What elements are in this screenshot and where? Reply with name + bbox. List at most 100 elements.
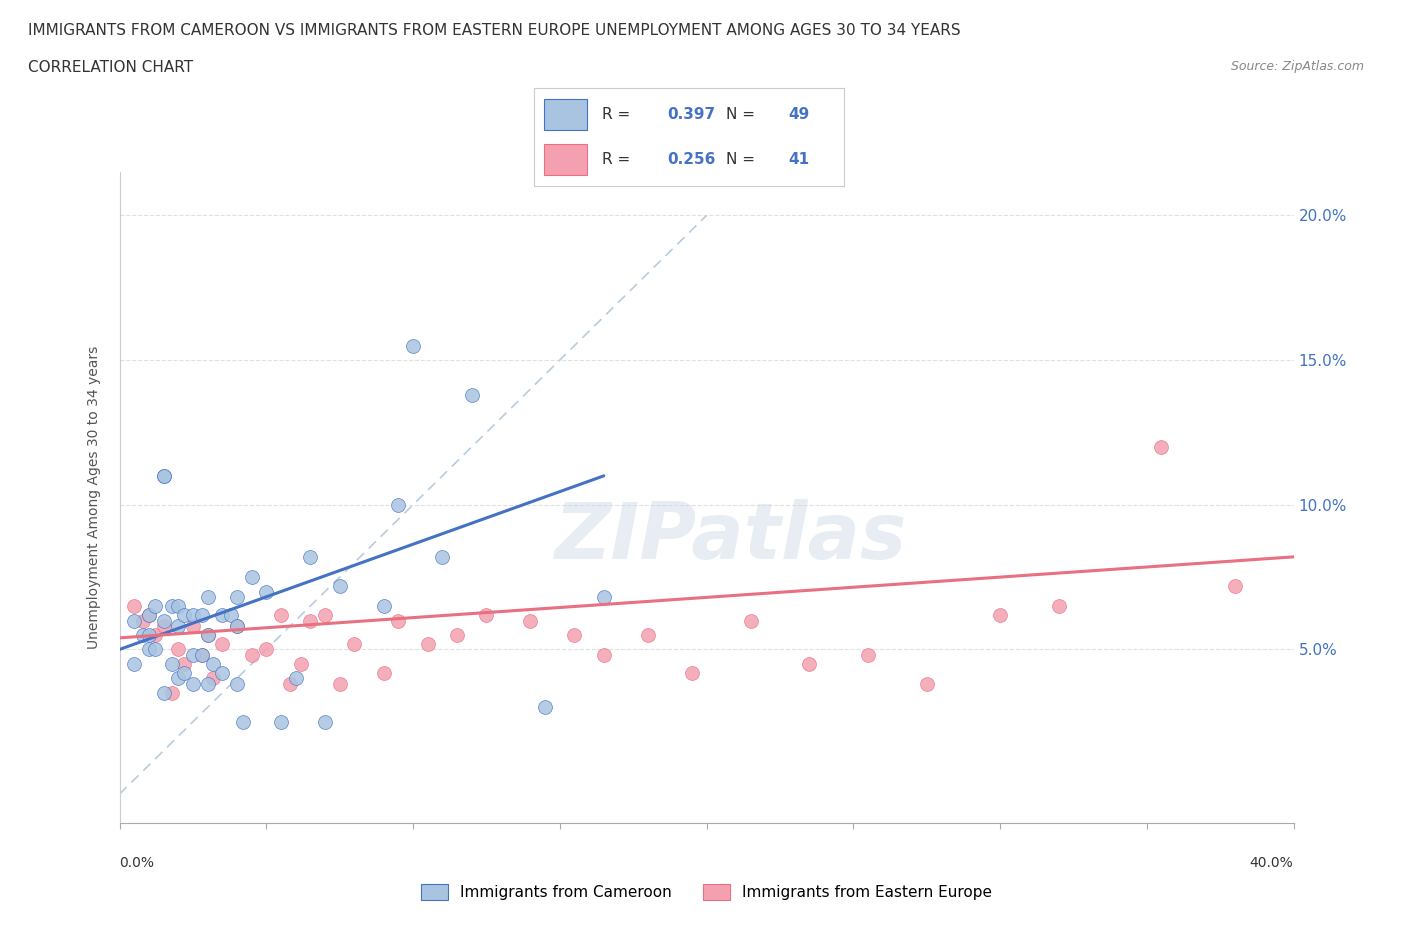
Point	[190, 607, 212, 622]
Point	[138, 607, 160, 622]
Point	[387, 498, 409, 512]
Point	[637, 628, 659, 643]
Point	[534, 700, 557, 715]
Point	[681, 665, 703, 680]
Point	[143, 642, 166, 657]
Y-axis label: Unemployment Among Ages 30 to 34 years: Unemployment Among Ages 30 to 34 years	[87, 346, 101, 649]
Text: Source: ZipAtlas.com: Source: ZipAtlas.com	[1230, 60, 1364, 73]
Point	[254, 584, 277, 599]
Point	[152, 618, 174, 633]
Point	[211, 607, 233, 622]
Point	[225, 618, 249, 633]
Point	[197, 677, 219, 692]
Point	[211, 636, 233, 651]
Point	[314, 714, 336, 729]
Point	[519, 613, 541, 628]
Point	[314, 607, 336, 622]
Point	[181, 648, 204, 663]
Point	[856, 648, 879, 663]
Point	[173, 665, 195, 680]
Point	[225, 590, 249, 604]
Text: N =: N =	[725, 107, 759, 122]
Text: ZIPatlas: ZIPatlas	[554, 498, 905, 575]
Point	[343, 636, 366, 651]
Legend: Immigrants from Cameroon, Immigrants from Eastern Europe: Immigrants from Cameroon, Immigrants fro…	[420, 884, 993, 900]
Text: N =: N =	[725, 153, 759, 167]
Point	[988, 607, 1011, 622]
Point	[138, 628, 160, 643]
Point	[122, 599, 145, 614]
FancyBboxPatch shape	[544, 144, 586, 175]
Point	[173, 607, 195, 622]
Point	[190, 648, 212, 663]
Point	[197, 628, 219, 643]
Point	[278, 677, 301, 692]
Point	[270, 714, 292, 729]
Point	[240, 648, 263, 663]
Point	[143, 599, 166, 614]
Point	[1047, 599, 1070, 614]
Text: 40.0%: 40.0%	[1250, 856, 1294, 870]
Point	[138, 642, 160, 657]
Point	[402, 339, 425, 353]
Point	[162, 657, 184, 671]
Point	[219, 607, 242, 622]
Point	[122, 657, 145, 671]
Point	[162, 599, 184, 614]
Point	[592, 590, 614, 604]
Point	[387, 613, 409, 628]
Text: IMMIGRANTS FROM CAMEROON VS IMMIGRANTS FROM EASTERN EUROPE UNEMPLOYMENT AMONG AG: IMMIGRANTS FROM CAMEROON VS IMMIGRANTS F…	[28, 23, 960, 38]
Point	[190, 648, 212, 663]
Point	[225, 618, 249, 633]
Point	[373, 665, 395, 680]
Point	[162, 685, 184, 700]
Point	[460, 388, 484, 403]
Point	[152, 685, 174, 700]
Point	[254, 642, 277, 657]
Point	[1223, 578, 1246, 593]
Point	[240, 570, 263, 585]
Point	[211, 665, 233, 680]
Point	[799, 657, 821, 671]
Point	[138, 607, 160, 622]
Point	[1150, 440, 1173, 455]
Point	[181, 607, 204, 622]
Point	[299, 613, 322, 628]
Point	[173, 657, 195, 671]
Point	[232, 714, 254, 729]
Text: 49: 49	[787, 107, 810, 122]
Text: 0.0%: 0.0%	[120, 856, 155, 870]
FancyBboxPatch shape	[544, 100, 586, 130]
Point	[446, 628, 468, 643]
Point	[132, 628, 155, 643]
Point	[197, 628, 219, 643]
Point	[329, 677, 352, 692]
Point	[167, 618, 190, 633]
Point	[202, 671, 225, 685]
Point	[564, 628, 586, 643]
Point	[740, 613, 762, 628]
Text: R =: R =	[602, 107, 636, 122]
Point	[284, 671, 307, 685]
Point	[329, 578, 352, 593]
Point	[152, 613, 174, 628]
Point	[132, 613, 155, 628]
Point	[432, 550, 454, 565]
Point	[373, 599, 395, 614]
Text: 41: 41	[787, 153, 808, 167]
Point	[143, 628, 166, 643]
Point	[152, 469, 174, 484]
Point	[167, 642, 190, 657]
Point	[202, 657, 225, 671]
Point	[152, 469, 174, 484]
Point	[475, 607, 498, 622]
Point	[122, 613, 145, 628]
Point	[167, 599, 190, 614]
Point	[181, 618, 204, 633]
Point	[270, 607, 292, 622]
Point	[290, 657, 312, 671]
Point	[915, 677, 938, 692]
Point	[299, 550, 322, 565]
Point	[416, 636, 439, 651]
Text: 0.256: 0.256	[668, 153, 716, 167]
